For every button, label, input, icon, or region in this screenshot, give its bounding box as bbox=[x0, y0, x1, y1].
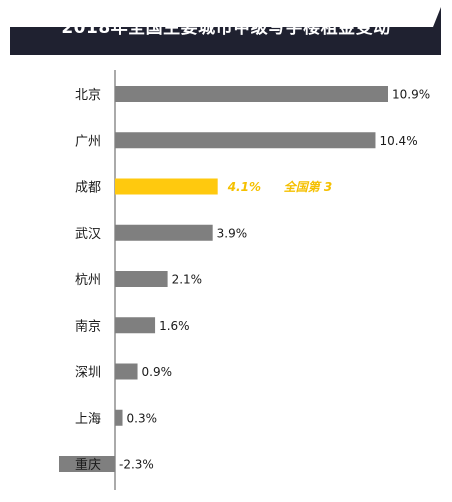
bar-row-2 bbox=[115, 132, 376, 149]
title-banner-shape bbox=[10, 7, 441, 55]
value-label-row-4: 3.9% bbox=[217, 226, 248, 240]
category-label-row-3: 成都 bbox=[75, 181, 101, 196]
bar-row-5 bbox=[115, 271, 168, 287]
value-label-row-8: 0.3% bbox=[127, 411, 158, 425]
bar-row-9 bbox=[59, 456, 115, 472]
category-label-row-1: 北京 bbox=[75, 88, 101, 103]
bar-row-8 bbox=[115, 409, 123, 426]
category-label-row-4: 武汉 bbox=[75, 227, 101, 242]
title-banner bbox=[10, 7, 441, 55]
category-label-row-9: 重庆 bbox=[75, 457, 101, 473]
rank-annotation: 全国第 3 bbox=[284, 180, 333, 194]
value-label-row-7: 0.9% bbox=[142, 365, 173, 379]
value-label-row-6: 1.6% bbox=[159, 319, 190, 333]
bar-row-1 bbox=[115, 86, 388, 102]
chart-title: 2018年全国主要城市甲级写字楼租金变动 bbox=[61, 18, 391, 38]
value-label-row-2: 10.4% bbox=[379, 134, 417, 148]
category-label-row-7: 深圳 bbox=[75, 366, 101, 381]
value-label-row-3: 4.1% bbox=[227, 180, 261, 194]
category-label-row-6: 南京 bbox=[75, 318, 101, 334]
category-label-row-2: 广州 bbox=[75, 134, 101, 149]
value-label-row-5: 2.1% bbox=[172, 273, 203, 287]
category-label-row-8: 上海 bbox=[75, 412, 101, 427]
bar-row-6 bbox=[115, 317, 156, 334]
category-label-row-5: 杭州 bbox=[75, 273, 101, 288]
value-label-row-9: -2.3% bbox=[119, 458, 154, 472]
bar-row-4 bbox=[115, 224, 213, 241]
value-label-row-1: 10.9% bbox=[392, 88, 430, 102]
bar-row-7 bbox=[115, 363, 138, 380]
bar-row-3 bbox=[115, 178, 218, 195]
